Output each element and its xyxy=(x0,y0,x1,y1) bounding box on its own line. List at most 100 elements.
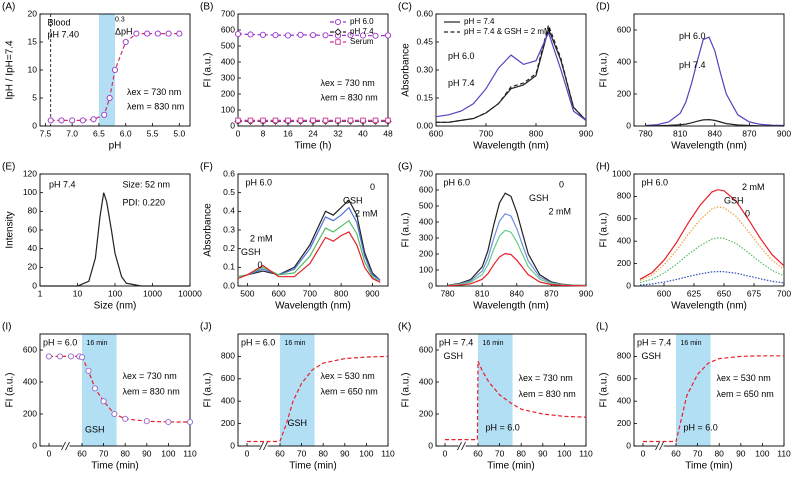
annotation: ΔpH xyxy=(115,26,133,36)
marker xyxy=(144,30,151,37)
x-tick-label: 70 xyxy=(297,448,307,458)
x-axis-label: Time (min) xyxy=(685,461,732,472)
x-axis-label: pH xyxy=(109,141,122,152)
y-axis-label: FI (a.u.) xyxy=(599,212,610,247)
y-tick-label: 700 xyxy=(419,168,433,178)
annotation: λem = 830 nm xyxy=(127,101,184,111)
x-tick-label: 625 xyxy=(687,288,701,298)
y-tick-label: 0.6 xyxy=(223,168,235,178)
legend-label: pH 6.0 xyxy=(350,17,374,26)
annotation: λex = 530 nm xyxy=(321,371,375,381)
y-tick-label: 400 xyxy=(23,376,37,386)
x-tick-label: 900 xyxy=(579,288,593,298)
panel-label: (L) xyxy=(596,322,608,333)
y-tick-label: 0 xyxy=(230,120,235,130)
x-axis-label: Time (h) xyxy=(295,141,332,152)
y-tick-label: 500 xyxy=(221,40,235,50)
panel-label: (K) xyxy=(398,322,411,333)
marker xyxy=(176,30,183,37)
y-tick-label: 400 xyxy=(617,395,631,405)
series-line xyxy=(639,237,785,284)
x-tick-label: 600 xyxy=(657,288,671,298)
annotation: λem = 830 nm xyxy=(519,389,576,399)
y-tick-label: 80 xyxy=(28,206,38,216)
plot-frame xyxy=(633,173,785,287)
y-tick-label: 400 xyxy=(221,395,235,405)
y-tick-label: 0.1 xyxy=(223,262,235,272)
marker xyxy=(67,353,75,360)
plot-frame xyxy=(633,333,785,447)
x-tick-label: 900 xyxy=(365,288,379,298)
y-tick-label: 600 xyxy=(221,24,235,34)
annotation: pH 6.0 xyxy=(642,177,669,187)
x-axis-label: Wavelength (nm) xyxy=(473,141,549,152)
annotation: Size: 52 nm xyxy=(123,180,171,190)
x-axis-label: Time (min) xyxy=(91,461,138,472)
panel: 0 60 70 80 90 100 110 0 200 400 600 800 Time (min) FI… xyxy=(200,322,395,472)
series-line xyxy=(639,206,785,282)
x-tick-label: 810 xyxy=(673,128,687,138)
y-tick-label: 100 xyxy=(221,104,235,114)
x-tick-label: 5.5 xyxy=(147,128,159,138)
panel: 0 60 70 80 90 100 110 0 200 400 600 Time (min) FI (a… xyxy=(398,322,593,472)
marker xyxy=(79,117,86,124)
x-tick-label: 8 xyxy=(261,128,266,138)
x-tick-label: 0 xyxy=(443,448,448,458)
annotation: λex = 530 nm xyxy=(717,373,771,383)
plot-frame xyxy=(633,13,785,127)
panel: 0 60 70 80 90 100 110 0 200 400 600 800 Time (min) FI… xyxy=(596,322,791,472)
annotation: pH 6.0 xyxy=(246,177,273,187)
series-line xyxy=(445,360,587,441)
marker xyxy=(101,111,108,118)
y-tick-label: 0 xyxy=(428,280,433,290)
x-tick-label: 675 xyxy=(747,288,761,298)
y-axis-label: FI (a.u.) xyxy=(401,212,412,247)
axis-break xyxy=(655,441,664,451)
panel-label: (C) xyxy=(398,2,412,13)
y-tick-label: 200 xyxy=(617,258,631,268)
x-tick-label: 90 xyxy=(736,448,746,458)
x-tick-label: 110 xyxy=(777,448,791,458)
x-tick-label: 810 xyxy=(475,288,489,298)
x-tick-label: 100 xyxy=(359,448,373,458)
annotation: pH 6.0 xyxy=(448,51,475,61)
annotation: 0.3 xyxy=(115,16,125,23)
series-line xyxy=(436,26,587,123)
marker xyxy=(186,418,194,426)
panel: 600 700 800 900 0.00 0.15 0.30 0.45 0.60 Waveleng… xyxy=(398,2,593,152)
y-tick-label: 800 xyxy=(617,191,631,201)
x-tick-label: 1 xyxy=(38,288,43,298)
x-tick-label: 100 xyxy=(161,448,175,458)
axis-break xyxy=(457,441,466,451)
axis-break xyxy=(656,442,664,450)
marker xyxy=(78,354,86,361)
marker xyxy=(235,117,241,124)
y-tick-label: 300 xyxy=(419,232,433,242)
y-tick-label: 60 xyxy=(28,224,38,234)
marker xyxy=(106,94,113,102)
annotation: λex = 730 nm xyxy=(321,78,375,88)
x-tick-label: 780 xyxy=(440,288,454,298)
annotation: pH 7.4 xyxy=(679,60,706,70)
x-axis-label: Wavelength (nm) xyxy=(473,301,549,312)
marker xyxy=(372,117,379,124)
panel: 780 810 840 870 900 0 200 400 600 Wavelength (nm)… xyxy=(596,2,791,152)
annotation: pH = 6.0 xyxy=(486,422,520,432)
y-axis-label: IpH / IpH=7.4 xyxy=(5,40,16,100)
y-tick-label: 400 xyxy=(617,56,631,66)
marker xyxy=(111,410,118,418)
y-tick-label: 600 xyxy=(419,344,433,354)
axis-break xyxy=(458,442,466,450)
x-tick-label: 60 xyxy=(473,448,483,458)
marker xyxy=(384,32,392,39)
panel: 500 600 700 800 900 0.0 0.1 0.2 0.3 0.4 0.5 0.6 Wave… xyxy=(200,162,389,312)
x-tick-label: 48 xyxy=(383,128,393,138)
y-tick-label: 0.45 xyxy=(416,36,433,46)
marker xyxy=(247,31,254,38)
marker xyxy=(122,415,129,422)
x-tick-label: 800 xyxy=(334,288,348,298)
marker xyxy=(322,117,329,124)
annotation: 0 xyxy=(258,260,263,270)
y-tick-label: 0 xyxy=(626,280,631,290)
marker xyxy=(85,367,92,374)
